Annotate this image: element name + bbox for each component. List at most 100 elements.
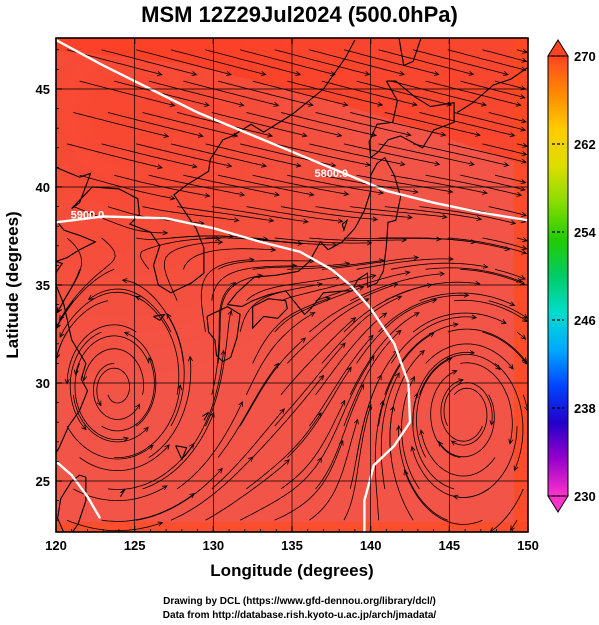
streamline — [350, 273, 445, 302]
streamline — [378, 143, 475, 165]
streamline-arrow — [522, 48, 528, 54]
streamline-arrow — [413, 255, 420, 261]
streamline — [148, 174, 245, 196]
streamline — [390, 80, 487, 106]
streamline-arrow — [521, 358, 528, 365]
streamline-arrow — [81, 424, 87, 431]
coastline — [252, 298, 288, 330]
streamline — [413, 237, 510, 251]
streamline-arrow — [448, 256, 454, 262]
streamline — [447, 143, 527, 163]
colorbar: 270 262 254 246 238 230 — [547, 39, 596, 513]
gridlines — [56, 38, 528, 532]
streamline-arrow — [396, 424, 402, 431]
streamline-arrow — [329, 71, 336, 76]
streamline-arrow — [337, 218, 344, 224]
streamline-arrow — [519, 280, 526, 286]
streamline — [252, 297, 331, 364]
streamline — [280, 275, 376, 302]
streamline-arrow — [394, 372, 400, 378]
streamline — [101, 357, 155, 432]
streamline-arrow — [440, 131, 447, 137]
streamline-arrow — [471, 314, 478, 320]
streamline-arrow — [366, 240, 373, 246]
streamline — [391, 262, 488, 270]
streamline — [419, 292, 515, 306]
streamline — [176, 401, 243, 490]
streamline — [142, 112, 238, 137]
streamline — [510, 519, 518, 531]
y-axis-ticks: 25 30 35 40 45 — [36, 49, 62, 521]
streamline — [482, 143, 527, 155]
streamline-arrow — [87, 294, 94, 300]
streamline — [246, 276, 341, 301]
streamline — [309, 143, 405, 165]
streamline — [413, 143, 509, 166]
streamline — [205, 49, 301, 75]
streamline-arrow — [489, 420, 495, 426]
streamline-arrow — [520, 126, 527, 132]
streamline — [239, 457, 322, 521]
x-tick-label: 120 — [45, 538, 67, 553]
streamline-arrow — [441, 214, 448, 220]
streamline-arrow — [413, 392, 419, 399]
streamline-arrow — [396, 329, 402, 336]
streamline — [343, 404, 372, 521]
streamline-arrow — [204, 101, 210, 107]
streamline-arrow — [520, 275, 526, 280]
streamline — [252, 80, 348, 106]
streamline — [378, 332, 435, 427]
coastline — [57, 474, 87, 532]
streamline-arrow — [220, 349, 226, 356]
colorbar-tick-label: 238 — [574, 401, 596, 416]
streamline-arrow — [438, 440, 444, 447]
streamline-arrow — [516, 191, 523, 197]
y-tick-label: 25 — [36, 474, 50, 489]
streamline — [447, 328, 527, 363]
streamline-arrow — [392, 282, 399, 288]
streamline — [451, 387, 488, 446]
streamline-arrow — [520, 66, 527, 72]
streamline — [246, 206, 343, 222]
streamline — [57, 237, 83, 313]
colorbar-tick-label: 230 — [574, 489, 596, 504]
streamline — [454, 112, 526, 131]
coastline — [398, 38, 422, 67]
streamline — [412, 49, 509, 75]
streamline-arrow — [515, 101, 522, 107]
streamline — [66, 143, 163, 169]
streamline — [356, 299, 437, 364]
streamline-arrow — [378, 189, 385, 195]
streamline — [274, 237, 372, 244]
streamline — [453, 426, 518, 498]
streamline-arrow — [309, 312, 316, 317]
streamline-arrow — [217, 239, 224, 245]
streamline — [211, 265, 297, 301]
streamline-arrow — [64, 378, 70, 385]
streamline — [148, 80, 244, 106]
coastline — [368, 80, 455, 159]
streamline-arrow — [358, 285, 365, 291]
streamline — [136, 143, 232, 167]
streamline-arrow — [342, 101, 349, 107]
streamline-arrow — [482, 263, 489, 269]
streamline — [321, 295, 402, 364]
streamline-arrow — [411, 101, 418, 107]
y-tick-label: 40 — [36, 180, 50, 195]
streamline — [211, 408, 285, 490]
streamline-arrow — [162, 485, 168, 491]
streamline — [321, 80, 417, 106]
streamline-arrow — [57, 307, 62, 314]
streamline-arrow — [274, 191, 280, 197]
streamline — [252, 174, 349, 195]
streamline — [412, 312, 507, 333]
streamline — [350, 112, 446, 136]
streamline — [516, 331, 526, 340]
streamline-arrow — [370, 274, 377, 279]
streamline-arrow — [390, 405, 395, 412]
streamline — [404, 470, 483, 525]
streamline-arrow — [428, 332, 435, 338]
streamline — [183, 80, 279, 106]
streamline-arrow — [295, 71, 302, 76]
streamline — [315, 384, 364, 490]
